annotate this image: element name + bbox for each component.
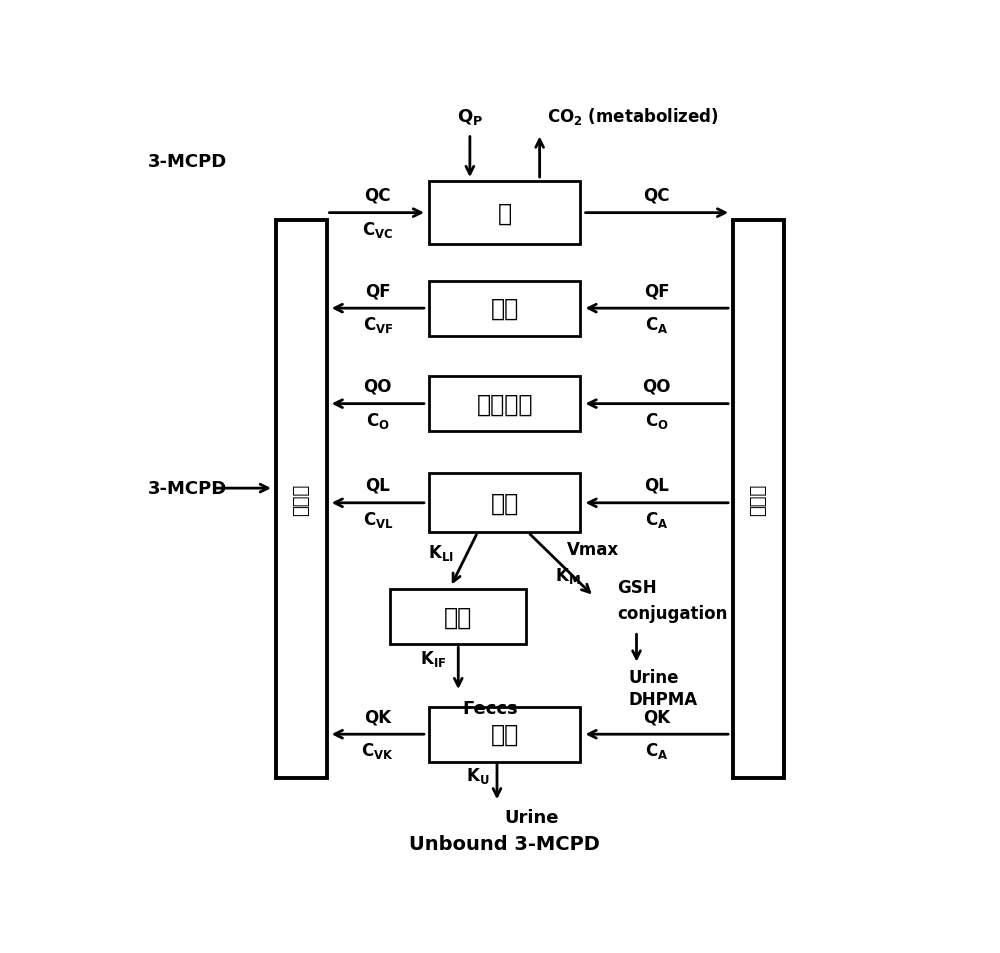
Text: 3-MCPD: 3-MCPD — [148, 479, 228, 497]
Text: 肝脏: 肝脏 — [491, 492, 519, 516]
Text: 静脉血: 静脉血 — [292, 483, 310, 516]
Bar — [390, 590, 526, 644]
Text: $\mathbf{C_{VC}}$: $\mathbf{C_{VC}}$ — [362, 219, 393, 239]
Text: $\mathbf{C_O}$: $\mathbf{C_O}$ — [366, 410, 390, 430]
Text: $\mathbf{C_A}$: $\mathbf{C_A}$ — [645, 740, 669, 760]
Text: GSH: GSH — [617, 578, 657, 597]
Text: Vmax: Vmax — [567, 540, 619, 558]
Text: Urine: Urine — [629, 668, 679, 686]
Text: QO: QO — [364, 377, 392, 395]
Text: QL: QL — [365, 476, 390, 495]
Text: QK: QK — [643, 708, 670, 725]
Text: 其他组织: 其他组织 — [477, 393, 533, 416]
Text: 脂肪: 脂肪 — [491, 296, 519, 321]
Text: $\mathbf{C_A}$: $\mathbf{C_A}$ — [645, 509, 669, 529]
Text: Feccs: Feccs — [462, 700, 518, 718]
Text: 动脉血: 动脉血 — [750, 483, 768, 516]
Text: $\mathbf{K_U}$: $\mathbf{K_U}$ — [466, 765, 489, 785]
Bar — [733, 221, 784, 779]
Text: $\mathbf{C_O}$: $\mathbf{C_O}$ — [645, 410, 669, 430]
Bar — [429, 281, 580, 336]
Text: $\mathbf{C_{VF}}$: $\mathbf{C_{VF}}$ — [363, 314, 393, 335]
Text: $\mathbf{Q_P}$: $\mathbf{Q_P}$ — [457, 108, 483, 127]
Text: QO: QO — [643, 377, 671, 395]
Text: 肠道: 肠道 — [444, 605, 472, 629]
Text: Urine: Urine — [505, 808, 559, 826]
Text: $\mathbf{C_{VL}}$: $\mathbf{C_{VL}}$ — [363, 509, 393, 529]
Text: QC: QC — [644, 187, 670, 205]
Text: $\mathbf{C_A}$: $\mathbf{C_A}$ — [645, 314, 669, 335]
Text: $\mathbf{CO_2}$ (metabolized): $\mathbf{CO_2}$ (metabolized) — [547, 106, 719, 127]
Text: 肾脏: 肾脏 — [491, 722, 519, 746]
Bar — [429, 707, 580, 762]
Text: QK: QK — [364, 708, 391, 725]
Text: conjugation: conjugation — [617, 604, 728, 622]
Text: 肺: 肺 — [498, 201, 512, 226]
Text: 3-MCPD: 3-MCPD — [148, 153, 228, 171]
Text: QF: QF — [644, 282, 670, 300]
Text: $\mathbf{C_{VK}}$: $\mathbf{C_{VK}}$ — [361, 740, 394, 760]
Text: $\mathbf{K_M}$: $\mathbf{K_M}$ — [555, 566, 581, 586]
Bar — [276, 221, 326, 779]
Text: QC: QC — [365, 187, 391, 205]
Text: QF: QF — [365, 282, 391, 300]
Text: QL: QL — [644, 476, 669, 495]
Text: DHPMA: DHPMA — [629, 690, 698, 708]
Bar — [429, 182, 580, 245]
Bar — [429, 474, 580, 533]
Text: $\mathbf{K_{IF}}$: $\mathbf{K_{IF}}$ — [420, 648, 447, 668]
Bar — [429, 376, 580, 432]
Text: Unbound 3-MCPD: Unbound 3-MCPD — [409, 834, 600, 853]
Text: $\mathbf{K_{LI}}$: $\mathbf{K_{LI}}$ — [428, 542, 454, 562]
